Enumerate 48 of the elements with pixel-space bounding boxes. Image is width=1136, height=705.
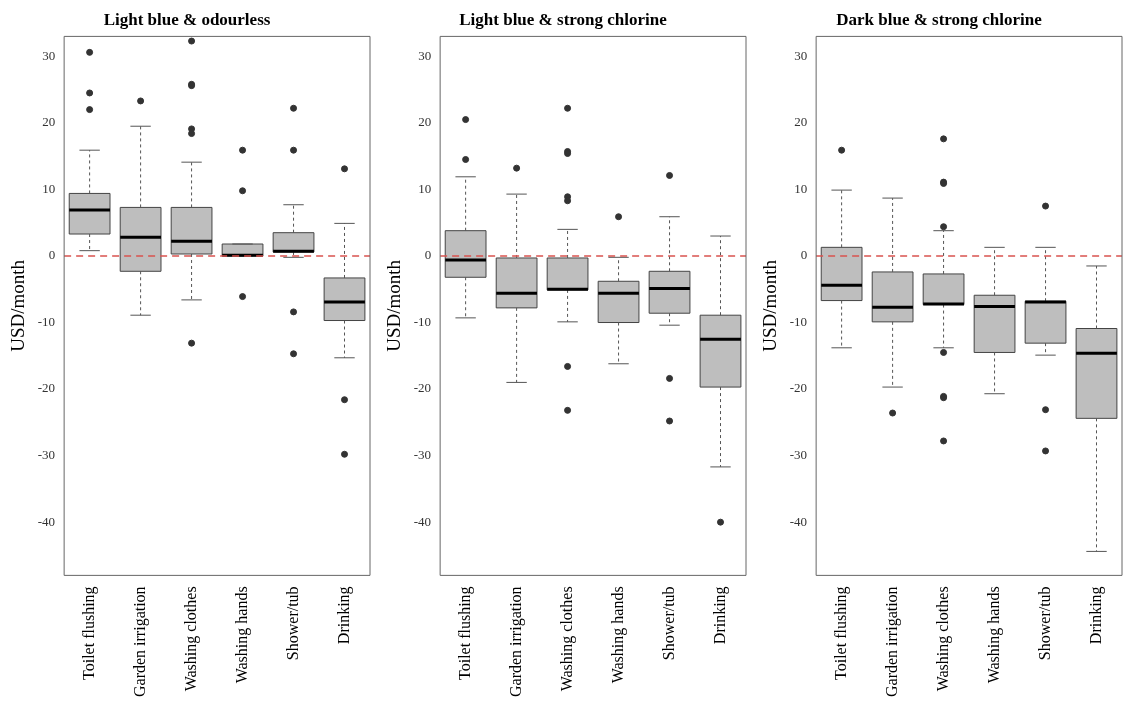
- x-tick-label: Washing hands: [232, 586, 251, 684]
- y-tick-label: 20: [42, 114, 56, 130]
- y-axis-title: USD/month: [759, 259, 781, 352]
- x-tick-label: Garden irrigation: [882, 586, 901, 697]
- y-axis-title: USD/month: [7, 259, 29, 352]
- y-tick-label: 30: [418, 47, 432, 63]
- x-tick-label: Toilet flushing: [455, 586, 474, 680]
- x-tick-label: Drinking: [334, 586, 353, 645]
- chart-title: Dark blue & strong chlorine: [836, 9, 1043, 29]
- x-tick-label: Washing clothes: [933, 586, 952, 692]
- x-tick-label: Shower/tub: [1035, 586, 1053, 661]
- y-tick-label: 10: [794, 180, 808, 196]
- y-tick-label: 0: [48, 247, 56, 263]
- y-tick-label: -40: [789, 513, 808, 529]
- y-tick-label: -30: [413, 447, 432, 463]
- y-tick-label: 0: [800, 247, 808, 263]
- y-tick-label: -20: [37, 380, 56, 396]
- y-tick-label: 20: [794, 114, 808, 130]
- x-tick-label: Shower/tub: [283, 586, 301, 661]
- y-tick-label: -40: [413, 513, 432, 529]
- x-tick-label: Washing clothes: [181, 586, 200, 692]
- x-tick-label: Garden irrigation: [130, 586, 149, 697]
- y-tick-label: 20: [418, 114, 432, 130]
- y-tick-label: -30: [37, 447, 56, 463]
- y-tick-label: -10: [413, 313, 432, 329]
- y-tick-label: 30: [42, 47, 56, 63]
- x-tick-label: Washing hands: [984, 586, 1003, 684]
- x-tick-label: Washing hands: [608, 586, 627, 684]
- x-tick-label: Toilet flushing: [79, 586, 98, 680]
- y-axis-title: USD/month: [383, 259, 405, 352]
- chart-title: Light blue & strong chlorine: [459, 9, 668, 29]
- x-tick-label: Washing clothes: [557, 586, 576, 692]
- y-tick-label: -10: [789, 313, 808, 329]
- y-tick-label: -20: [789, 380, 808, 396]
- chart-title: Light blue & odourless: [103, 9, 271, 29]
- y-tick-label: -20: [413, 380, 432, 396]
- y-tick-label: -10: [37, 313, 56, 329]
- y-tick-label: -30: [789, 447, 808, 463]
- y-tick-label: 30: [794, 47, 808, 63]
- x-tick-label: Shower/tub: [659, 586, 677, 661]
- y-tick-label: 10: [42, 180, 56, 196]
- y-tick-label: 10: [418, 180, 432, 196]
- x-tick-label: Garden irrigation: [506, 586, 525, 697]
- y-tick-label: -40: [37, 513, 56, 529]
- y-tick-label: 0: [424, 247, 432, 263]
- x-tick-label: Drinking: [710, 586, 729, 645]
- x-tick-label: Toilet flushing: [831, 586, 850, 680]
- x-tick-label: Drinking: [1086, 586, 1105, 645]
